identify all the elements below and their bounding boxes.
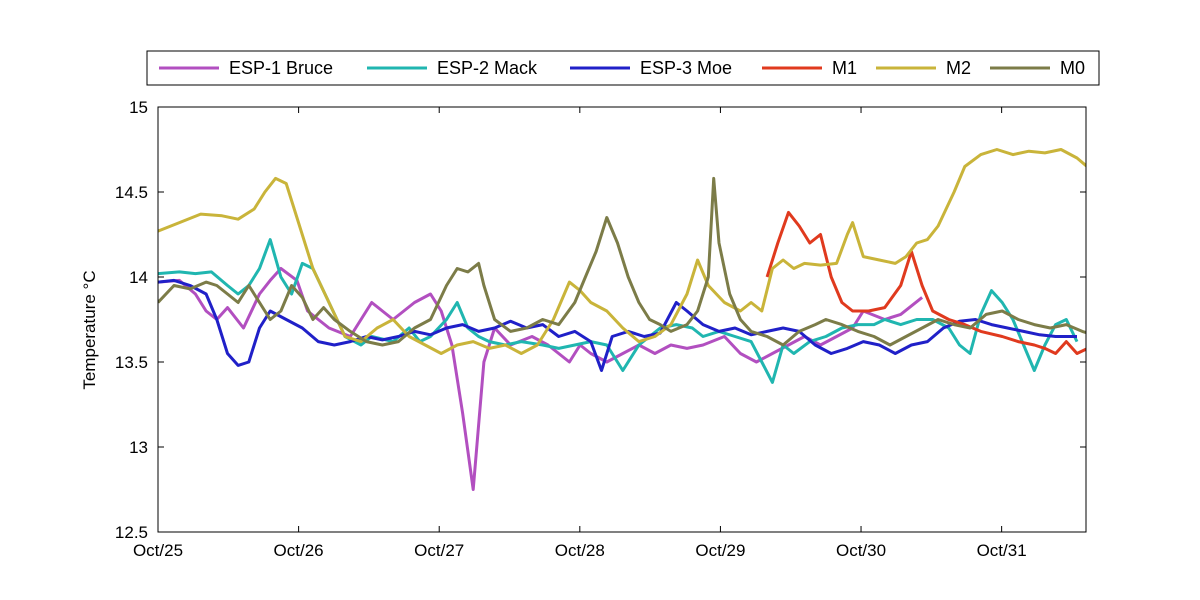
series-line-3 — [158, 278, 1077, 372]
x-tick-label: Oct/28 — [555, 541, 605, 560]
x-tick-label: Oct/31 — [977, 541, 1027, 560]
legend-label: M0 — [1060, 58, 1085, 78]
x-tick-label: Oct/25 — [133, 541, 183, 560]
series-line-6 — [158, 176, 1086, 347]
y-tick-label: 14 — [129, 268, 148, 287]
legend: ESP-1 Bruce ESP-2 Mack ESP-3 Moe M1 M2 M0 — [146, 50, 1100, 86]
y-tick-label: 13.5 — [115, 353, 148, 372]
legend-label: ESP-2 Mack — [437, 58, 538, 78]
series-line-1 — [158, 267, 924, 491]
legend-label: M1 — [832, 58, 857, 78]
y-axis-label: Temperature °C — [80, 270, 99, 389]
plot-frame — [157, 106, 1087, 533]
x-tick-label: Oct/27 — [414, 541, 464, 560]
plot-lines — [158, 148, 1086, 491]
legend-label: ESP-3 Moe — [640, 58, 732, 78]
x-tick-label: Oct/26 — [274, 541, 324, 560]
x-tick-label: Oct/30 — [836, 541, 886, 560]
y-tick-label: 15 — [129, 98, 148, 117]
legend-label: ESP-1 Bruce — [229, 58, 333, 78]
series-line-5 — [158, 148, 1086, 355]
series-line-2 — [158, 238, 1079, 384]
x-axis: Oct/25 Oct/26 Oct/27 Oct/28 Oct/29 Oct/30 Oct/… — [133, 107, 1027, 560]
legend-label: M2 — [946, 58, 971, 78]
y-tick-label: 14.5 — [115, 183, 148, 202]
y-axis: 12.5 13 13.5 14 14.5 15 — [115, 98, 1086, 542]
y-tick-label: 13 — [129, 438, 148, 457]
y-tick-label: 12.5 — [115, 523, 148, 542]
x-tick-label: Oct/29 — [695, 541, 745, 560]
series-line-4 — [765, 210, 1086, 355]
